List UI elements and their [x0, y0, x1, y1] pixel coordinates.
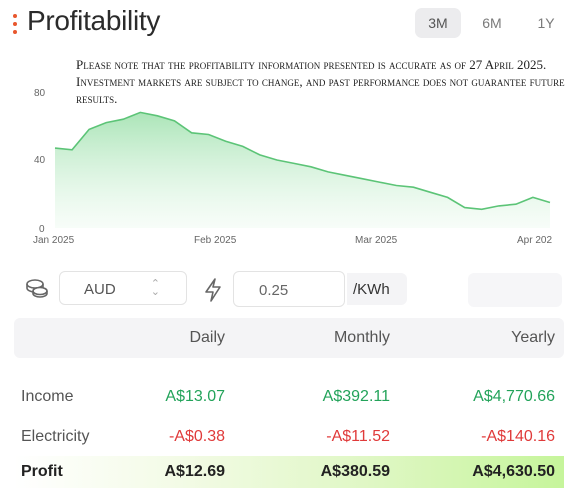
x-tick-label: Apr 202: [517, 235, 552, 246]
electricity-yearly: -A$140.16: [481, 428, 555, 445]
electricity-price-value: 0.25: [259, 282, 289, 299]
calculator-controls: AUD ⌃ ⌄ 0.25 /KWh: [0, 270, 583, 310]
column-header-daily: Daily: [189, 329, 225, 346]
row-label: Electricity: [21, 428, 90, 445]
row-label: Profit: [21, 463, 63, 480]
electricity-price-input[interactable]: 0.25: [233, 271, 345, 307]
coins-icon: [25, 278, 49, 303]
page-title: Profitability: [27, 5, 161, 36]
profit-daily: A$12.69: [164, 463, 226, 480]
y-tick-label: 40: [34, 155, 46, 166]
x-tick-label: Jan 2025: [33, 235, 75, 246]
disclaimer-text: Please note that the profitability infor…: [76, 57, 565, 106]
price-unit-label: /KWh: [353, 281, 390, 298]
column-header-monthly: Monthly: [333, 329, 390, 346]
income-yearly: A$4,770.66: [473, 388, 555, 405]
x-tick-label: Feb 2025: [194, 235, 237, 246]
income-monthly: A$392.11: [322, 388, 390, 405]
y-tick-label: 80: [34, 88, 46, 99]
profitability-header: Profitability 3M 6M 1Y: [0, 0, 583, 48]
range-6m-button[interactable]: 6M: [482, 15, 502, 31]
table-row-electricity: Electricity -A$0.38 -A$11.52 -A$140.16: [14, 421, 564, 453]
range-3m-button[interactable]: 3M: [415, 8, 461, 38]
row-label: Income: [21, 388, 74, 405]
electricity-monthly: -A$11.52: [326, 428, 390, 445]
x-tick-label: Mar 2025: [355, 235, 398, 246]
column-header-yearly: Yearly: [511, 329, 555, 346]
chevron-updown-icon: ⌃ ⌄: [150, 278, 160, 298]
profitability-chart: 80 40 0 Jan 2025 Feb 2025 Mar 2025 Apr 2…: [33, 88, 552, 246]
income-daily: A$13.07: [165, 388, 225, 405]
currency-select[interactable]: AUD ⌃ ⌄: [59, 271, 187, 305]
more-options-icon[interactable]: [13, 14, 17, 34]
series-line: [54, 111, 551, 211]
currency-value: AUD: [84, 281, 116, 298]
y-tick-label: 0: [39, 224, 45, 235]
time-range-selector: 3M 6M 1Y: [415, 8, 569, 38]
profit-yearly: A$4,630.50: [472, 463, 555, 480]
lightning-bolt-icon: [202, 277, 224, 308]
range-1y-button[interactable]: 1Y: [537, 15, 555, 31]
area-fill: [55, 112, 550, 228]
table-row-income: Income A$13.07 A$392.11 A$4,770.66: [14, 381, 564, 413]
profit-monthly: A$380.59: [320, 463, 390, 480]
table-row-profit: Profit A$12.69 A$380.59 A$4,630.50: [14, 456, 564, 488]
table-header: Daily Monthly Yearly: [14, 318, 564, 358]
electricity-daily: -A$0.38: [168, 428, 225, 445]
secondary-button[interactable]: [468, 273, 562, 307]
price-unit-addon: /KWh: [347, 273, 407, 305]
